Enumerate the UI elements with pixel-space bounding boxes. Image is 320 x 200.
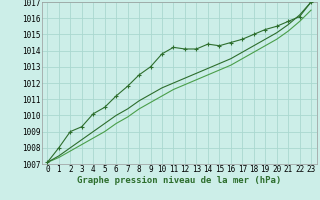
X-axis label: Graphe pression niveau de la mer (hPa): Graphe pression niveau de la mer (hPa) [77,176,281,185]
